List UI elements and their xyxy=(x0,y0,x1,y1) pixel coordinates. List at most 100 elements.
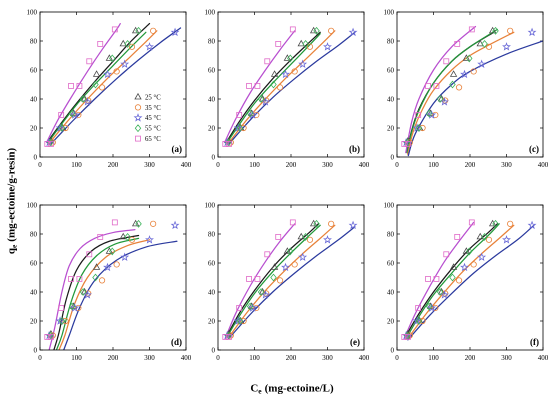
data-point-diamond xyxy=(302,232,309,241)
fit-curve-diamond xyxy=(48,31,147,142)
data-point-square xyxy=(236,112,243,118)
x-tick-label: 400 xyxy=(538,354,549,362)
data-point-square xyxy=(264,58,271,65)
data-point-diamond xyxy=(257,288,265,296)
data-point-circle xyxy=(432,111,439,119)
data-point-star xyxy=(427,303,437,312)
data-point-star xyxy=(460,69,469,79)
data-point-diamond xyxy=(257,95,265,103)
panel-c: 0 100 200 300 400 0 20 40 60 80 100 (c) xyxy=(384,9,549,170)
data-point-square xyxy=(433,83,440,89)
data-point-circle xyxy=(455,277,463,284)
data-point-circle xyxy=(276,277,284,284)
data-point-diamond xyxy=(246,302,254,311)
data-point-diamond xyxy=(415,124,423,132)
x-tick-label: 400 xyxy=(359,161,370,169)
data-point-diamond xyxy=(436,95,444,103)
legend-label: 55 °C xyxy=(145,126,161,133)
data-point-circle xyxy=(113,261,120,268)
data-point-square xyxy=(246,276,252,282)
data-point-circle xyxy=(432,304,439,312)
fit-curve-triangle xyxy=(226,31,321,142)
fit-curve-diamond xyxy=(55,237,140,350)
data-point-square xyxy=(76,83,83,89)
legend-marker-star xyxy=(133,113,143,122)
panel-label: (b) xyxy=(349,144,360,154)
data-point-diamond xyxy=(313,26,320,35)
y-tick-label: 100 xyxy=(205,202,216,210)
data-point-star xyxy=(248,303,258,312)
data-point-circle xyxy=(113,68,120,75)
y-tick-label: 0 xyxy=(34,347,38,355)
data-point-circle xyxy=(253,304,260,312)
x-tick-label: 400 xyxy=(181,161,192,169)
data-point-triangle xyxy=(105,247,114,254)
data-point-triangle xyxy=(476,39,484,47)
x-tick-label: 100 xyxy=(71,354,82,362)
data-point-circle xyxy=(485,236,493,243)
data-point-diamond xyxy=(287,247,294,256)
data-point-diamond xyxy=(58,124,66,132)
data-point-star xyxy=(120,252,130,261)
data-point-square xyxy=(468,219,475,226)
y-tick-label: 0 xyxy=(34,154,38,162)
data-point-star xyxy=(348,27,358,37)
data-point-square xyxy=(468,26,475,33)
legend-label: 45 °C xyxy=(145,115,161,122)
legend-marker-diamond xyxy=(134,124,142,133)
x-tick-label: 0 xyxy=(216,354,220,362)
legend-item: 55 °C xyxy=(134,124,161,133)
data-point-triangle xyxy=(488,26,497,34)
data-points xyxy=(222,219,358,340)
x-axis-label: Ce (mg-ectoine/L) xyxy=(250,383,333,396)
data-point-triangle xyxy=(309,26,318,34)
plot-frame xyxy=(217,204,365,351)
data-point-square xyxy=(76,276,83,282)
y-tick-label: 80 xyxy=(208,231,216,239)
data-point-triangle xyxy=(283,54,292,61)
data-point-diamond xyxy=(79,288,87,296)
data-point-circle xyxy=(470,68,477,75)
fit-curve-circle xyxy=(407,224,515,340)
data-point-triangle xyxy=(92,263,101,270)
data-point-diamond xyxy=(481,39,488,48)
fit-curve-triangle xyxy=(53,234,140,350)
data-point-square xyxy=(236,305,243,311)
data-point-square xyxy=(433,276,440,282)
fit-curves xyxy=(405,25,543,157)
fit-curve-diamond xyxy=(405,223,500,340)
data-point-diamond xyxy=(92,273,99,282)
data-point-star xyxy=(502,235,511,244)
plot-frame xyxy=(396,11,544,158)
panel-label: (a) xyxy=(172,144,183,154)
legend-item: 45 °C xyxy=(133,113,161,122)
fit-curve-star xyxy=(407,224,535,341)
data-point-star xyxy=(323,235,332,244)
data-point-star xyxy=(298,59,308,68)
fit-curve-diamond xyxy=(226,33,321,144)
legend-label: 65 °C xyxy=(145,136,161,143)
data-point-star xyxy=(427,110,437,119)
data-point-star xyxy=(145,235,154,244)
data-point-star xyxy=(323,42,332,51)
data-point-triangle xyxy=(92,70,101,77)
y-axis-units: (mg-ectoine/g-resin) xyxy=(5,147,18,242)
fit-curve-star xyxy=(228,226,356,340)
data-point-diamond xyxy=(466,247,473,256)
x-tick-label: 300 xyxy=(501,354,512,362)
data-point-square xyxy=(44,141,51,147)
data-point-square xyxy=(415,305,422,311)
data-point-square xyxy=(226,334,232,340)
data-point-diamond xyxy=(236,317,244,325)
y-axis-symbol: q xyxy=(5,248,18,255)
panel-e: 0 100 200 300 400 0 20 40 60 80 100 (e) xyxy=(205,202,370,363)
data-point-diamond xyxy=(466,54,473,63)
fit-curves xyxy=(223,30,356,145)
data-point-diamond xyxy=(68,109,76,118)
x-tick-label: 0 xyxy=(395,161,399,169)
y-tick-label: 20 xyxy=(208,318,216,326)
legend-label: 35 °C xyxy=(145,105,161,112)
y-tick-label: 40 xyxy=(208,96,216,104)
y-tick-label: 100 xyxy=(27,9,38,17)
data-point-square xyxy=(454,233,461,240)
